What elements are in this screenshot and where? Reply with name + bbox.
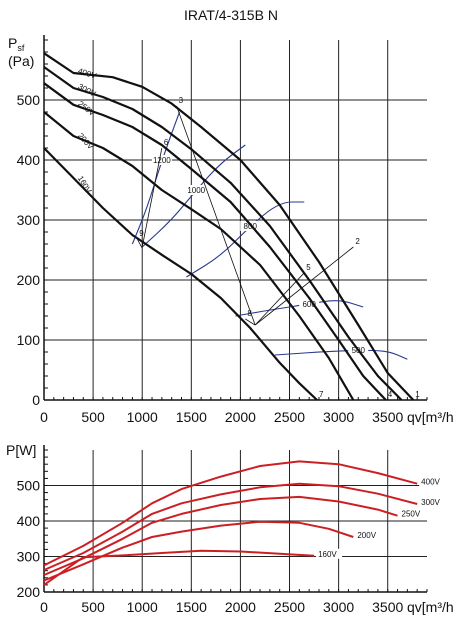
power-contour-label-bg — [186, 185, 207, 195]
system-line-label: 7 — [319, 390, 324, 399]
system-line-label: 2 — [355, 237, 360, 246]
power-curve-160V — [43, 549, 315, 586]
power-contour-label: 1200 — [153, 156, 171, 165]
y-axis-label: P[W] — [6, 442, 36, 458]
x-tick-label: 2500 — [274, 599, 305, 615]
power-curve-250V — [43, 495, 398, 576]
power-curve-label-bg — [399, 508, 426, 519]
x-tick-label: 3000 — [323, 599, 354, 615]
x-axis-label: qv[m³/h — [407, 409, 454, 425]
power-curve-label-bg — [419, 496, 446, 507]
pressure-curve-label: 300V — [77, 82, 98, 99]
power-curve-label-bg — [355, 529, 382, 540]
power-contour-label: 1000 — [187, 186, 205, 195]
system-line-3 — [176, 105, 256, 326]
y-tick-label: 500 — [17, 92, 41, 108]
power-contour-label-bg — [151, 155, 172, 165]
pressure-curve-label: 250V — [76, 99, 97, 118]
y-tick-label: 400 — [17, 152, 41, 168]
system-line-6 — [141, 147, 163, 248]
x-tick-label: 3000 — [323, 409, 354, 425]
system-line-label: 6 — [164, 138, 169, 147]
y-tick-label: 200 — [17, 272, 41, 288]
x-tick-label: 3500 — [372, 599, 403, 615]
x-tick-label: 1500 — [176, 599, 207, 615]
x-tick-label: 0 — [40, 599, 48, 615]
pressure-curve-300V — [43, 66, 403, 401]
pressure-curve-200V — [43, 111, 355, 401]
power-curve-label: 160V — [318, 550, 337, 559]
x-tick-label: 3500 — [372, 409, 403, 425]
y-tick-label: 200 — [17, 584, 41, 600]
power-curve-label: 250V — [402, 510, 421, 519]
x-tick-label: 500 — [81, 409, 105, 425]
y-tick-label: 100 — [17, 332, 41, 348]
system-line-9 — [136, 239, 143, 249]
pressure-curve-label: 400V — [77, 66, 98, 81]
system-line-label: 9 — [139, 229, 144, 238]
system-line-label: 8 — [247, 309, 252, 318]
power-curve-label-bg — [419, 476, 446, 487]
power-contour-label: 600 — [302, 300, 316, 309]
power-curve-label: 400V — [421, 478, 440, 487]
power-curve-300V — [43, 482, 418, 571]
pressure-curve-160V — [43, 147, 318, 401]
y-tick-label: 300 — [17, 212, 41, 228]
x-tick-label: 2500 — [274, 409, 305, 425]
power-curve-400V — [43, 460, 418, 567]
x-tick-label: 1000 — [127, 409, 158, 425]
x-tick-label: 0 — [40, 409, 48, 425]
power-contour-500 — [274, 349, 408, 360]
power-contour-label-bg — [299, 299, 320, 309]
x-tick-label: 1500 — [176, 409, 207, 425]
chart-title: IRAT/4-315B N — [184, 7, 278, 23]
power-curve-label: 200V — [357, 531, 376, 540]
y-tick-label: 400 — [17, 513, 41, 529]
y-axis-label: Psf — [8, 35, 25, 53]
y-tick-label: 300 — [17, 549, 41, 565]
x-tick-label: 500 — [81, 599, 105, 615]
system-line-2 — [254, 246, 354, 326]
y-axis-unit: (Pa) — [8, 53, 34, 69]
system-line-label: 4 — [388, 390, 393, 399]
system-line-label: 3 — [179, 96, 184, 105]
x-tick-label: 2000 — [225, 599, 256, 615]
pressure-curve-label: 160V — [76, 174, 94, 195]
system-line-label: 5 — [306, 263, 311, 272]
x-tick-label: 2000 — [225, 409, 256, 425]
pressure-curve-400V — [43, 52, 415, 401]
system-line-label: 1 — [415, 390, 420, 399]
system-line-8 — [245, 318, 256, 326]
power-contour-label: 800 — [244, 222, 258, 231]
power-contour-800 — [186, 201, 305, 278]
y-tick-label: 500 — [17, 478, 41, 494]
power-contour-600 — [235, 300, 364, 317]
power-plot: 200 300 400 500 0 500 1000 1500 2000 2500 3000 3500… — [6, 442, 454, 615]
pressure-plot: IRAT/4-315B N 0 100 200 300 400 500 0 500 1000 150… — [8, 7, 454, 425]
x-axis-label: qv[m³/h — [407, 599, 454, 615]
x-tick-label: 1000 — [127, 599, 158, 615]
pressure-curve-250V — [43, 82, 387, 401]
power-curve-label-bg — [316, 548, 343, 559]
power-curve-label: 300V — [421, 498, 440, 507]
y-tick-label: 0 — [32, 392, 40, 408]
